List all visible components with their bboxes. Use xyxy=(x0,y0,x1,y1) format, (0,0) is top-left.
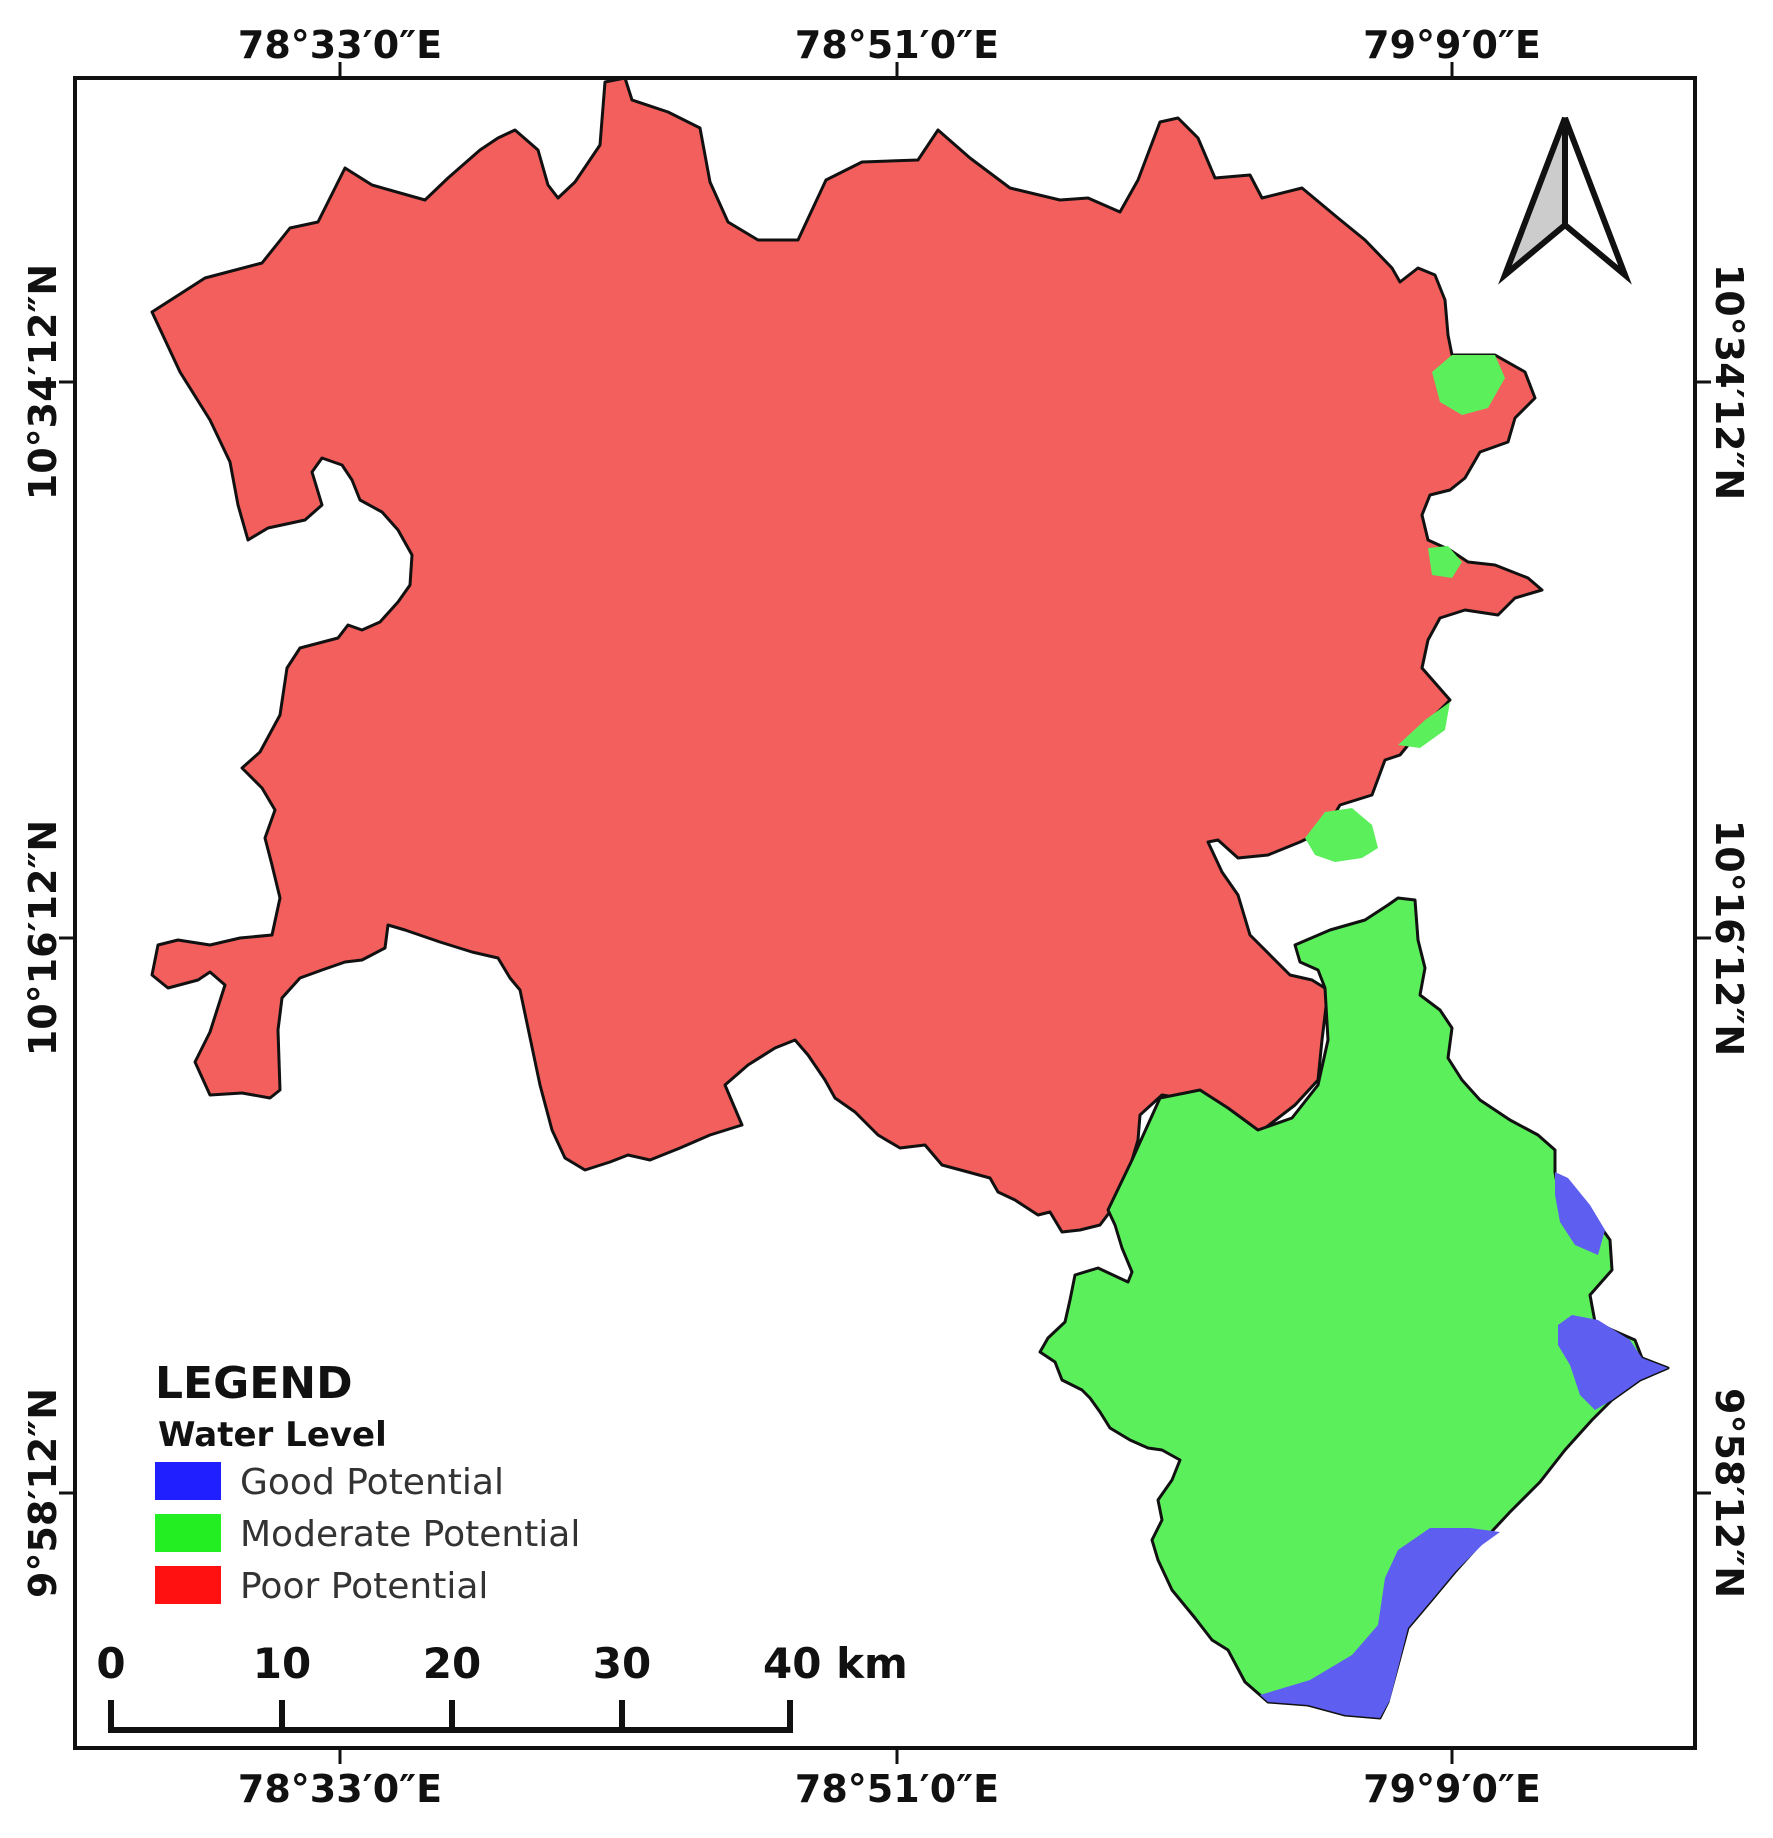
legend-label-moderate: Moderate Potential xyxy=(240,1514,580,1555)
moderate-potential-region xyxy=(1038,896,1670,1720)
top-coord-label-2: 78°51′0″E xyxy=(795,23,999,67)
moderate-patch-ne-1 xyxy=(1432,355,1505,415)
scale-bar: 0 10 20 30 40 km xyxy=(96,1639,908,1733)
poor-potential-region xyxy=(150,76,1544,1234)
legend-subtitle: Water Level xyxy=(158,1415,387,1455)
top-coord-label-3: 79°9′0″E xyxy=(1363,23,1541,67)
good-potential-region-1 xyxy=(1555,1172,1605,1255)
right-coord-label-3: 9°58′12″N xyxy=(1707,1388,1751,1598)
north-arrow-icon xyxy=(1498,116,1632,285)
scale-label-0: 0 xyxy=(96,1639,125,1688)
moderate-patch-ne-3 xyxy=(1398,702,1450,748)
moderate-patch-ne-2 xyxy=(1428,546,1462,578)
right-coord-label-2: 10°16′12″N xyxy=(1707,820,1751,1056)
bottom-coord-label-1: 78°33′0″E xyxy=(238,1767,442,1811)
left-coord-label-3: 9°58′12″N xyxy=(21,1388,65,1598)
bottom-coord-label-2: 78°51′0″E xyxy=(795,1767,999,1811)
legend-swatch-good xyxy=(155,1462,221,1500)
bottom-coord-label-3: 79°9′0″E xyxy=(1363,1767,1541,1811)
right-coord-label-1: 10°34′12″N xyxy=(1707,264,1751,500)
scale-label-40: 40 km xyxy=(763,1639,908,1688)
scale-label-30: 30 xyxy=(593,1639,651,1688)
left-coord-label-1: 10°34′12″N xyxy=(21,264,65,500)
top-coord-label-1: 78°33′0″E xyxy=(238,23,442,67)
frame-ticks xyxy=(59,62,1711,1764)
legend-label-poor: Poor Potential xyxy=(240,1566,488,1607)
legend-title: LEGEND xyxy=(155,1358,353,1409)
legend: LEGEND Water Level Good Potential Modera… xyxy=(155,1358,580,1607)
left-coord-label-2: 10°16′12″N xyxy=(21,820,65,1056)
moderate-patch-ne-4 xyxy=(1305,808,1378,862)
scale-label-10: 10 xyxy=(253,1639,311,1688)
scale-label-20: 20 xyxy=(423,1639,481,1688)
good-potential-region-2 xyxy=(1558,1315,1668,1410)
legend-swatch-moderate xyxy=(155,1514,221,1552)
legend-label-good: Good Potential xyxy=(240,1462,504,1503)
good-potential-region-3 xyxy=(1260,1528,1500,1718)
legend-swatch-poor xyxy=(155,1566,221,1604)
